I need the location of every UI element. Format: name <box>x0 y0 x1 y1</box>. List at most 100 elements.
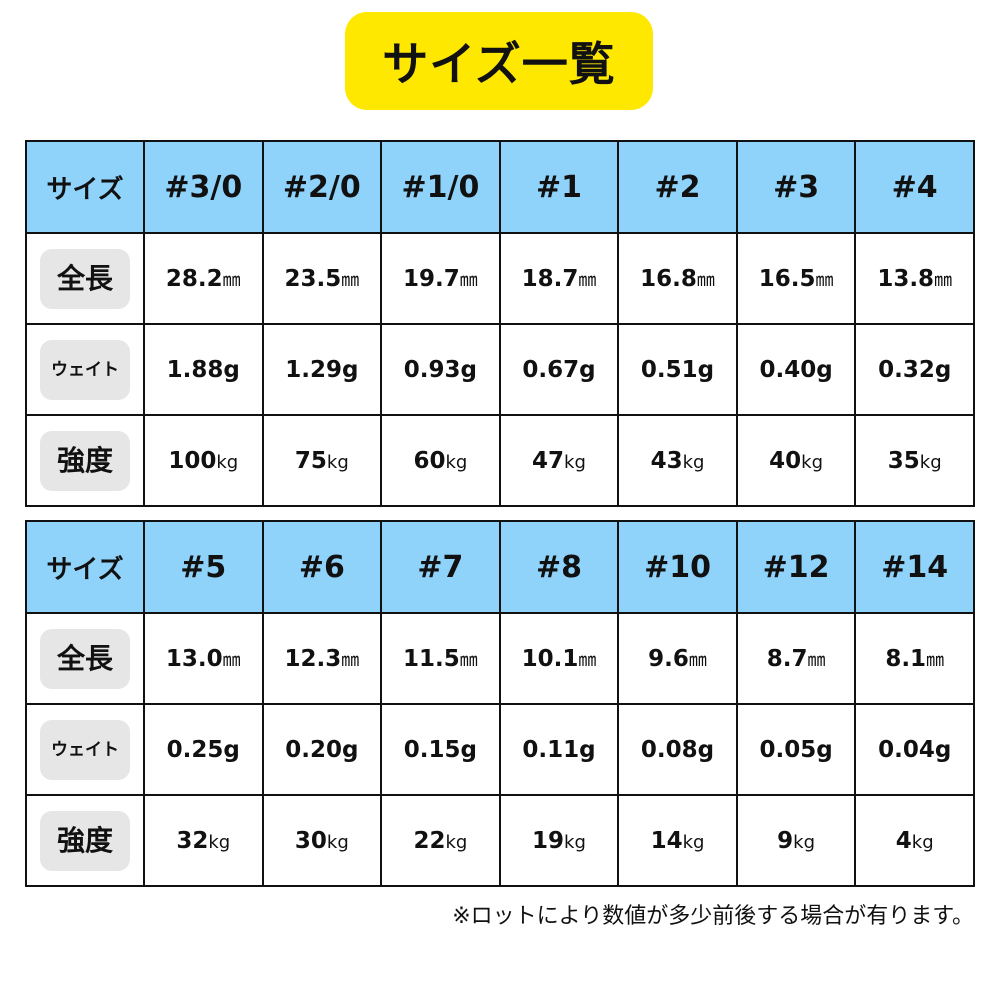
row-label-cell: 全長 <box>25 612 145 705</box>
row-label: 強度 <box>40 430 130 491</box>
size-header: #1 <box>498 140 620 234</box>
header-row: サイズ #5 #6 #7 #8 #10 #12 #14 <box>25 520 975 614</box>
size-header: #6 <box>261 520 383 614</box>
unit: ㎜ <box>934 269 953 291</box>
unit: kg <box>801 451 824 473</box>
value-cell: 8.7㎜ <box>735 612 857 705</box>
weight-row: ウェイト 0.25g 0.20g 0.15g 0.11g 0.08g 0.05g 0.04g <box>25 703 975 796</box>
value-cell: 4kg <box>854 794 975 887</box>
value: 28.2 <box>165 265 223 292</box>
value-cell: 9kg <box>735 794 857 887</box>
footnote: ※ロットにより数値が多少前後する場合が有ります。 <box>452 904 974 929</box>
row-label: ウェイト <box>40 339 130 400</box>
value-cell: 14kg <box>617 794 738 887</box>
value: 14 <box>650 827 683 854</box>
value-cell: 100kg <box>143 414 264 507</box>
row-label: ウェイト <box>40 719 130 780</box>
value: 9 <box>777 827 794 854</box>
value-cell: 0.40g <box>735 323 857 416</box>
value-cell: 13.0㎜ <box>143 612 264 705</box>
value: 23.5 <box>284 265 342 292</box>
size-header: #5 <box>143 520 264 614</box>
unit: ㎜ <box>696 269 715 291</box>
unit: kg <box>682 451 705 473</box>
value: 0.04g <box>878 736 952 763</box>
size-header: #7 <box>380 520 501 614</box>
size-header: #4 <box>854 140 975 234</box>
title-banner: サイズ一覧 <box>345 12 653 110</box>
unit: kg <box>208 831 231 853</box>
unit: kg <box>919 451 942 473</box>
value: 1.29g <box>285 356 359 383</box>
row-label: 全長 <box>40 628 130 689</box>
value-cell: 0.20g <box>261 703 383 796</box>
size-header: #12 <box>735 520 857 614</box>
unit: ㎜ <box>926 649 945 671</box>
row-label-cell: 強度 <box>25 414 145 507</box>
value: 19 <box>532 827 565 854</box>
value: 40 <box>769 447 802 474</box>
value: 30 <box>294 827 327 854</box>
value: 12.3 <box>284 645 342 672</box>
value-cell: 23.5㎜ <box>261 232 383 325</box>
header-row: サイズ #3/0 #2/0 #1/0 #1 #2 #3 #4 <box>25 140 975 234</box>
value: 75 <box>294 447 327 474</box>
value: 43 <box>650 447 683 474</box>
value-cell: 0.11g <box>498 703 620 796</box>
unit: kg <box>793 831 816 853</box>
row-label: 強度 <box>40 810 130 871</box>
length-row: 全長 13.0㎜ 12.3㎜ 11.5㎜ 10.1㎜ 9.6㎜ 8.7㎜ 8.1㎜ <box>25 612 975 705</box>
unit: kg <box>445 451 468 473</box>
unit: kg <box>445 831 468 853</box>
page-title: サイズ一覧 <box>382 37 616 91</box>
value-cell: 0.08g <box>617 703 738 796</box>
unit: kg <box>564 451 586 473</box>
size-header: #1/0 <box>380 140 501 234</box>
size-header: #3/0 <box>143 140 264 234</box>
value-cell: 19.7㎜ <box>380 232 501 325</box>
unit: ㎜ <box>341 269 360 291</box>
value: 11.5 <box>403 645 460 672</box>
value: 47 <box>532 447 565 474</box>
value-cell: 30kg <box>261 794 383 887</box>
size-table-1: サイズ #3/0 #2/0 #1/0 #1 #2 #3 #4 全長 28.2㎜ 23.5㎜ 19.7㎜… <box>25 140 975 507</box>
value: 0.11g <box>522 736 596 763</box>
value-cell: 10.1㎜ <box>498 612 620 705</box>
unit: kg <box>682 831 705 853</box>
value-cell: 1.29g <box>261 323 383 416</box>
value-cell: 22kg <box>380 794 501 887</box>
value-cell: 0.05g <box>735 703 857 796</box>
value: 16.5 <box>758 265 816 292</box>
value-cell: 0.67g <box>498 323 620 416</box>
unit: ㎜ <box>688 649 707 671</box>
unit: kg <box>911 831 934 853</box>
value: 1.88g <box>166 356 240 383</box>
value-cell: 75kg <box>261 414 383 507</box>
value-cell: 19kg <box>498 794 620 887</box>
value: 9.6 <box>648 645 689 672</box>
value: 0.25g <box>166 736 240 763</box>
value: 0.93g <box>403 356 478 383</box>
value-cell: 0.25g <box>143 703 264 796</box>
value: 35 <box>887 447 920 474</box>
size-header: #8 <box>498 520 620 614</box>
weight-row: ウェイト 1.88g 1.29g 0.93g 0.67g 0.51g 0.40g 0.32g <box>25 323 975 416</box>
size-header: #2 <box>617 140 738 234</box>
value-cell: 40kg <box>735 414 857 507</box>
size-header: #3 <box>735 140 857 234</box>
value: 8.7 <box>766 645 808 672</box>
value-cell: 47kg <box>498 414 620 507</box>
value: 60 <box>413 447 446 474</box>
header-label: サイズ <box>25 140 145 234</box>
value: 19.7 <box>403 265 460 292</box>
value: 13.8 <box>877 265 935 292</box>
value-cell: 0.04g <box>854 703 975 796</box>
value-cell: 9.6㎜ <box>617 612 738 705</box>
value-cell: 28.2㎜ <box>143 232 264 325</box>
unit: kg <box>326 831 349 853</box>
value: 100 <box>168 447 217 474</box>
size-header: #2/0 <box>261 140 383 234</box>
value-cell: 8.1㎜ <box>854 612 975 705</box>
value-cell: 16.8㎜ <box>617 232 738 325</box>
value-cell: 11.5㎜ <box>380 612 501 705</box>
